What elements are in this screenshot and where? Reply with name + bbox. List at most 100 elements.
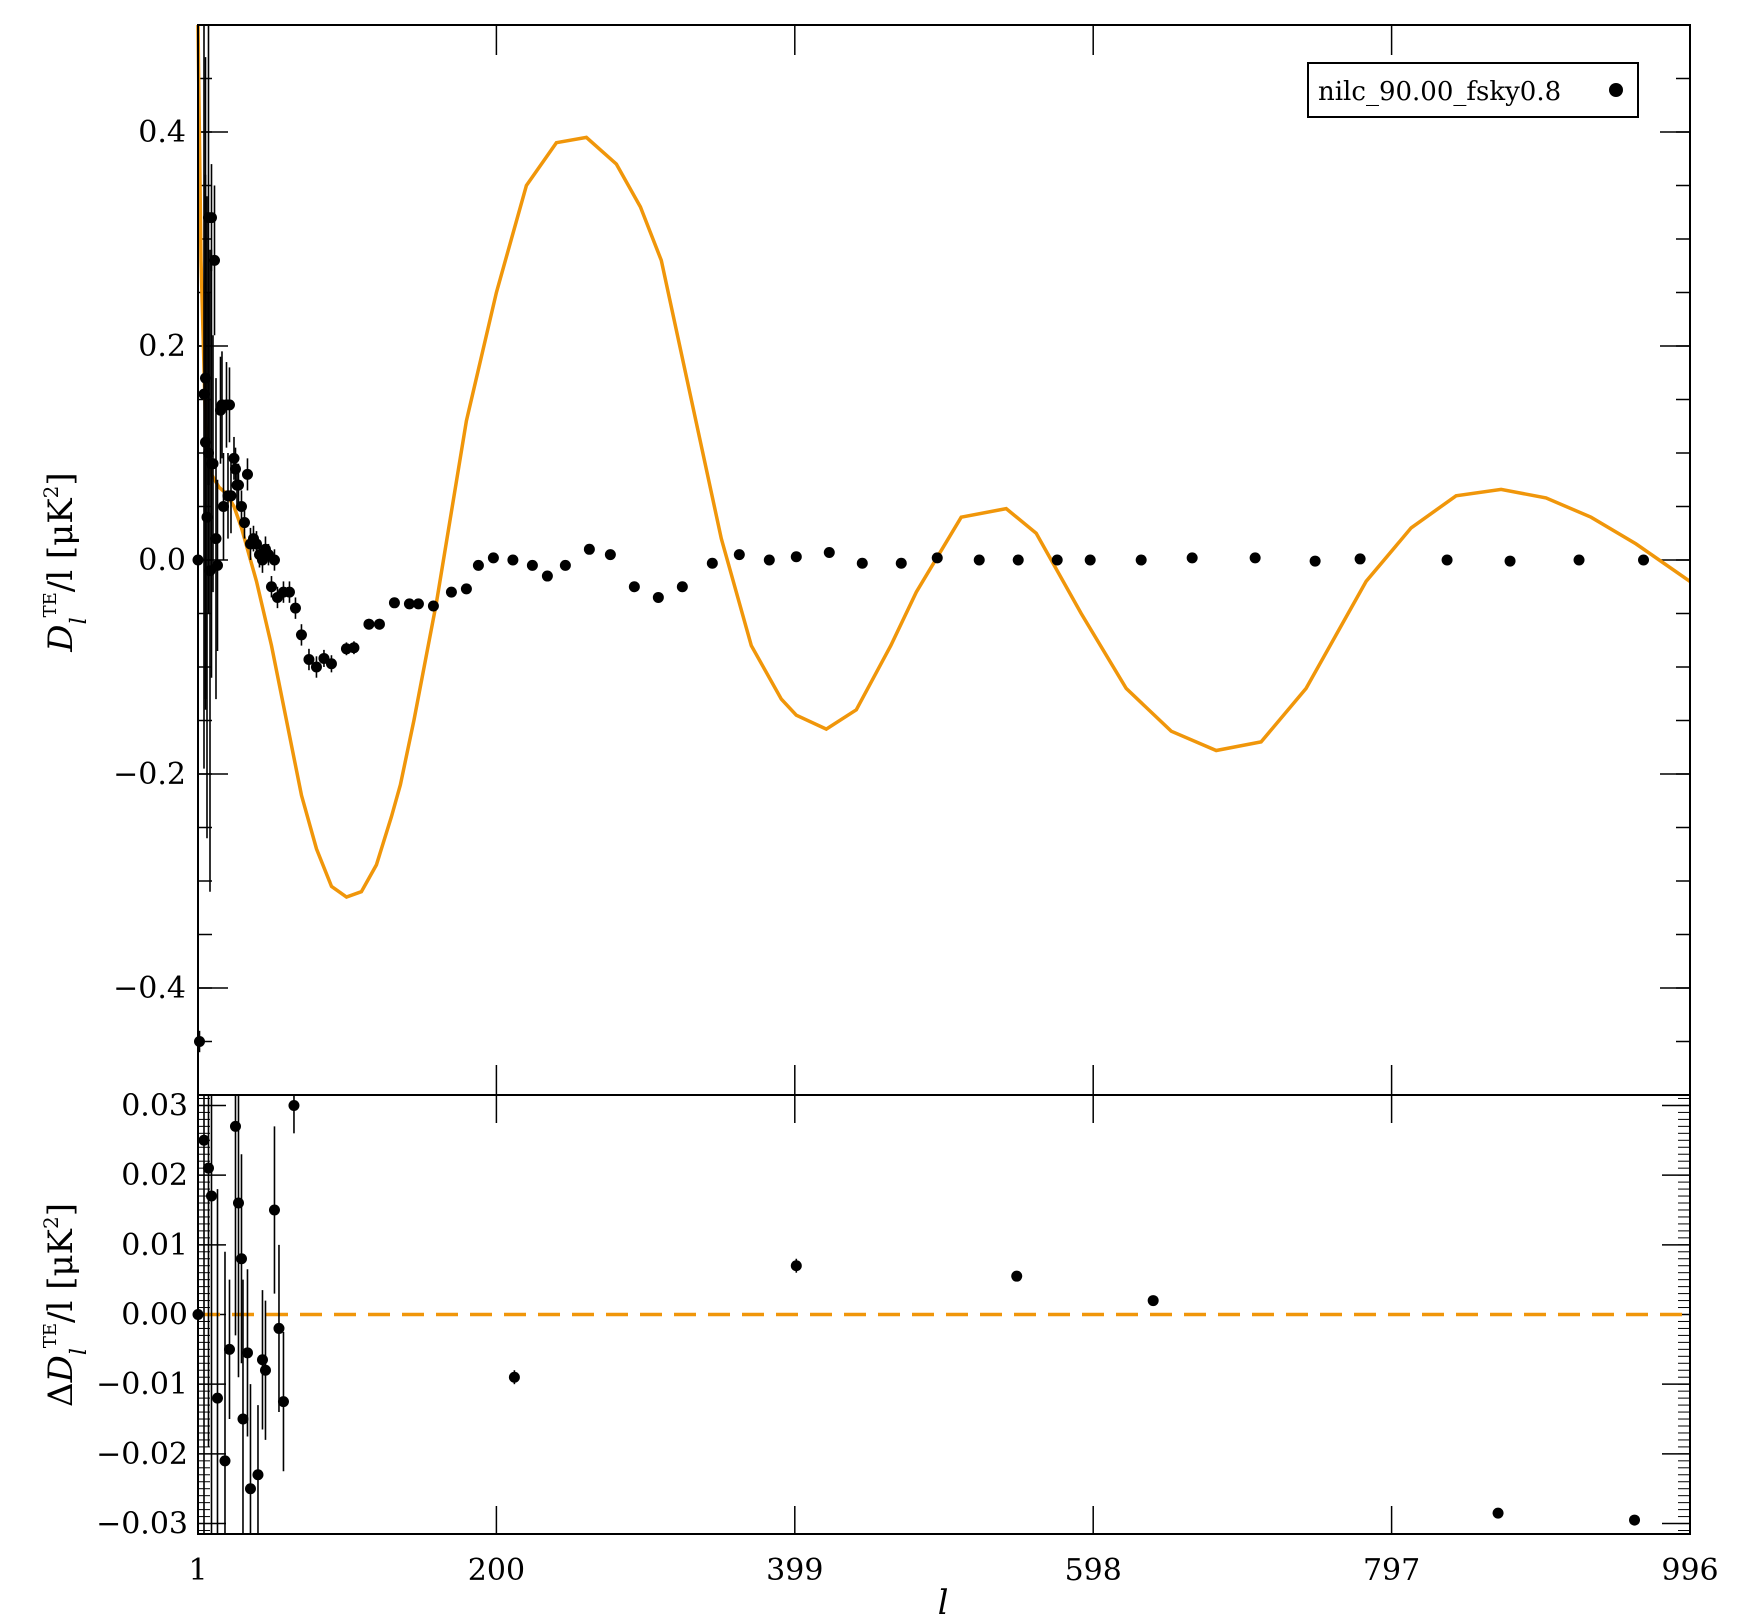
bottom-ytick-label: 0.01: [121, 1228, 188, 1263]
top-ylabel-sq: 2: [39, 486, 63, 499]
bottom-residual-point: [219, 1455, 231, 1467]
bottom-residual-points: [192, 1099, 1641, 1526]
bottom-ytick-label: 0.00: [121, 1298, 188, 1333]
top-data-point: [460, 583, 472, 595]
bottom-ylabel-delta: Δ: [41, 1382, 81, 1407]
top-data-point: [208, 254, 220, 266]
bottom-ytick-labels: −0.03 −0.02 −0.01 0.00 0.01 0.02 0.03: [96, 1088, 188, 1541]
top-data-point: [823, 547, 835, 559]
top-data-point: [472, 559, 484, 571]
top-ylabel-close: ]: [41, 472, 81, 485]
top-data-point: [790, 551, 802, 563]
bottom-xtick-label: 598: [1065, 1553, 1122, 1588]
top-ytick-label: 0.0: [138, 543, 186, 578]
top-data-point: [283, 586, 295, 598]
top-data-point: [268, 554, 280, 566]
top-data-point: [232, 479, 244, 491]
top-data-point: [1084, 554, 1096, 566]
bottom-residual-point: [235, 1253, 247, 1265]
bottom-residual-point: [268, 1204, 280, 1216]
top-data-point: [198, 388, 210, 400]
top-data-point: [217, 501, 229, 512]
top-data-point: [733, 549, 745, 561]
bottom-ylabel-sub: l: [67, 1348, 92, 1355]
bottom-residual-point: [277, 1396, 289, 1408]
top-data-point: [1186, 552, 1198, 564]
bottom-ytick-label: −0.02: [96, 1437, 188, 1472]
top-data-point: [310, 661, 322, 673]
top-data-point: [210, 533, 222, 545]
top-data-point: [202, 447, 214, 459]
top-data-point: [706, 557, 718, 569]
bottom-residual-point: [259, 1364, 271, 1376]
top-data-point: [1504, 555, 1516, 567]
bottom-residual-point: [232, 1197, 244, 1209]
x-axis-label: l: [938, 1583, 949, 1620]
bottom-xtick-label: 996: [1661, 1553, 1718, 1588]
legend-marker: [1609, 83, 1623, 97]
top-data-point: [526, 559, 538, 571]
bottom-plot-frame: [197, 1094, 1691, 1535]
top-ytick-label: −0.4: [113, 971, 186, 1006]
bottom-xtick-labels: 1 200 399 598 797 996: [188, 1553, 1718, 1588]
top-data-point: [507, 554, 519, 566]
top-ylabel-main: D: [41, 624, 81, 652]
top-ytick-label: −0.2: [113, 757, 186, 792]
top-data-point: [265, 581, 277, 593]
top-ylabel-sup: TE: [40, 592, 61, 617]
top-data-point: [1012, 554, 1024, 566]
top-ytick-label: 0.4: [138, 115, 186, 150]
bottom-panel: −0.03 −0.02 −0.01 0.00 0.01 0.02 0.03 1 200 399 5…: [39, 1088, 1719, 1620]
top-data-point: [676, 581, 688, 593]
top-data-point: [303, 654, 315, 666]
bottom-ytick-label: 0.03: [121, 1088, 188, 1123]
top-data-point: [583, 543, 595, 555]
bottom-ytick-label: −0.01: [96, 1367, 188, 1402]
top-data-point: [1051, 554, 1063, 566]
bottom-residual-point: [1629, 1514, 1641, 1526]
top-ytick-label: 0.2: [138, 329, 186, 364]
top-data-point: [628, 581, 640, 593]
bottom-residual-point: [237, 1413, 249, 1425]
top-ytick-labels: −0.4 −0.2 0.0 0.2 0.4: [113, 115, 186, 1006]
bottom-residual-point: [1147, 1295, 1159, 1307]
top-data-point: [211, 559, 223, 571]
bottom-xtick-label: 399: [766, 1553, 823, 1588]
top-ylabel-rest: /l [μK: [41, 498, 81, 592]
bottom-ylabel-close: ]: [41, 1203, 81, 1216]
legend-box: [1307, 62, 1639, 118]
bottom-xtick-label: 1: [188, 1553, 207, 1588]
bottom-residual-point: [508, 1371, 520, 1383]
top-data-point: [856, 557, 868, 569]
top-data-point: [199, 436, 211, 448]
top-data-point: [388, 597, 400, 609]
top-data-point: [363, 618, 375, 630]
bottom-ytick-label: 0.02: [121, 1158, 188, 1193]
top-data-point: [1638, 554, 1650, 566]
bottom-ylabel-main: D: [41, 1355, 81, 1383]
top-data-point: [403, 598, 415, 610]
top-data-point: [201, 511, 213, 523]
top-data-point: [238, 517, 250, 529]
top-data-point: [348, 642, 360, 654]
top-data-point: [325, 658, 337, 670]
top-data-point: [1441, 554, 1453, 566]
bottom-residual-point: [223, 1343, 235, 1355]
bottom-residual-point: [1011, 1270, 1023, 1282]
bottom-residual-point: [273, 1322, 285, 1334]
top-data-points: [192, 212, 1650, 1047]
top-data-point: [1135, 554, 1147, 566]
bottom-residual-point: [205, 1190, 217, 1202]
bottom-residual-point: [790, 1260, 802, 1272]
bottom-ytick-label: −0.03: [96, 1507, 188, 1542]
top-data-point: [604, 549, 616, 561]
top-panel: −0.4 −0.2 0.0 0.2 0.4 nilc_90.00_fsky0.8 DlT…: [39, 24, 1691, 1096]
top-data-point: [763, 554, 775, 566]
top-data-point: [193, 1036, 205, 1047]
bottom-ylabel: ΔDl TE/l [μK2]: [39, 1203, 92, 1407]
top-data-point: [373, 618, 385, 630]
top-ylabel: Dl TE/l [μK2]: [39, 472, 92, 652]
top-data-point: [1309, 555, 1321, 567]
top-data-point: [541, 570, 553, 582]
